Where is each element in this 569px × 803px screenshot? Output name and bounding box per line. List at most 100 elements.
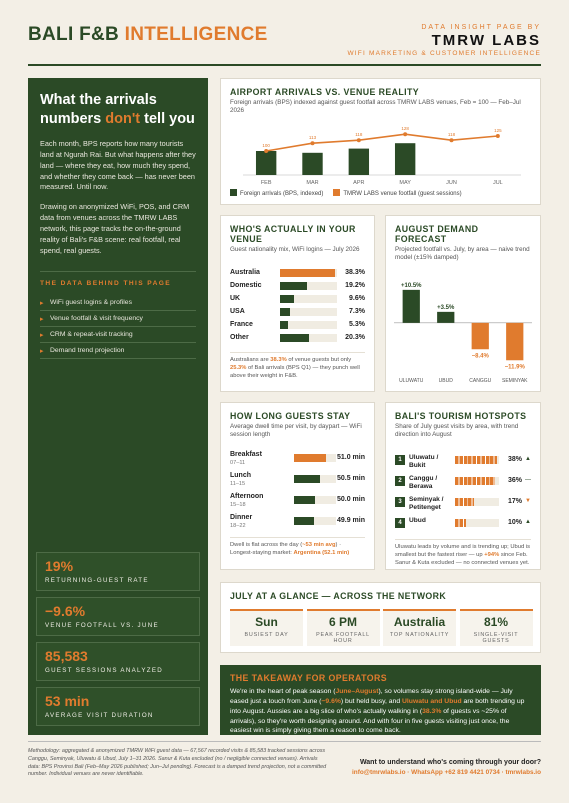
bar-track [280, 295, 337, 303]
rank: 2 [395, 476, 405, 486]
highlight: 38.3% [270, 357, 287, 363]
stat-value: 53 min [45, 693, 90, 709]
stat-box: 19% RETURNING-GUEST RATE [36, 552, 200, 591]
row: Breakfast 07–11 51.0 min [230, 451, 365, 470]
card-title: THE TAKEAWAY FOR OPERATORS [230, 673, 388, 683]
bar [294, 496, 315, 504]
point [310, 141, 315, 146]
row-label: Other [230, 334, 249, 341]
bar [402, 289, 420, 323]
bar [302, 152, 323, 175]
stat-label: VENUE FOOTFALL VS. JUNE [45, 622, 159, 629]
rank: 4 [395, 518, 405, 528]
bar-track [294, 454, 336, 462]
trend: — [525, 477, 531, 483]
paragraph: Drawing on anonymized WiFi, POS, and CRM… [40, 202, 190, 256]
text-run: are both trending up into August. Aussie… [230, 697, 525, 715]
text-run: of Bali arrivals (BPS Q1) — they punch w… [230, 364, 360, 379]
trend: ▼ [525, 498, 531, 504]
stat-box: −9.6% VENUE FOOTFALL VS. JUNE [36, 597, 200, 636]
text-run: ) but held busy, and [340, 697, 402, 705]
byline: DATA INSIGHT PAGE BY [421, 24, 541, 31]
highlight: Uluwatu and Ubud [402, 697, 462, 705]
bar [471, 322, 489, 350]
row-label: Domestic [230, 282, 262, 289]
card-title: WHO'S ACTUALLY IN YOUR VENUE [230, 224, 356, 245]
value-label: 5.3% [349, 321, 365, 328]
sidebar: What the arrivals numbers don't tell you… [28, 78, 208, 735]
card-subtitle: Guest nationality mix, WiFi logins — Jul… [230, 246, 360, 254]
value-label: 50.5 min [336, 475, 365, 482]
tile-label: SINGLE-VISIT GUESTS [473, 632, 519, 645]
bar [437, 311, 455, 323]
bar [348, 148, 370, 175]
text-run: ) · Longest-staying market: [230, 542, 342, 556]
bar-track [280, 321, 337, 329]
value-label: 19.2% [345, 282, 365, 289]
source-list: WiFi guest logins & profilesVenue footfa… [40, 295, 196, 360]
card-subtitle: Average dwell time per visit, by daypart… [230, 423, 362, 439]
stat-value: 85,583 [45, 648, 88, 664]
row-label: Ubud [409, 517, 426, 524]
row-label: Breakfast [230, 451, 262, 458]
stat-label: GUEST SESSIONS ANALYZED [45, 667, 164, 674]
page-title: BALI F&B INTELLIGENCE [28, 24, 268, 46]
list-item: CRM & repeat-visit tracking [40, 327, 196, 344]
row: Australia 38.3% [230, 268, 365, 279]
text-run: Australians are [230, 357, 271, 363]
x-tick-label: FEB [261, 180, 272, 186]
bar-track [455, 477, 499, 485]
x-tick-label: ULUWATU [399, 378, 424, 384]
airport-card: AIRPORT ARRIVALS VS. VENUE REALITY Forei… [220, 78, 541, 205]
card-title: HOW LONG GUESTS STAY [230, 411, 351, 421]
value-label: 20.3% [345, 334, 365, 341]
list-item: Demand trend projection [40, 343, 196, 360]
value-label: 50.0 min [336, 496, 365, 503]
tile: 81% SINGLE-VISIT GUESTS [459, 609, 533, 646]
row-label: Seminyak / Petitenget [409, 496, 444, 511]
text-run: Uluwatu leads by volume and is trending … [395, 544, 531, 558]
tile-label: TOP NATIONALITY [389, 632, 450, 638]
value-label: 7.3% [349, 308, 365, 315]
bar [280, 282, 308, 290]
bar [394, 143, 416, 175]
tile-value: 6 PM [328, 615, 357, 629]
bar [455, 498, 474, 506]
card-title: JULY AT A GLANCE — ACROSS THE NETWORK [230, 591, 447, 601]
list-title: THE DATA BEHIND THIS PAGE [40, 271, 196, 287]
bar [280, 269, 335, 277]
text-run: We're in the heart of peak season ( [230, 688, 336, 696]
row: France 5.3% [230, 320, 365, 331]
tagline: WIFI MARKETING & CUSTOMER INTELLIGENCE [347, 50, 541, 57]
point-label: 100 [262, 143, 270, 148]
highlight: 38.3% [422, 707, 442, 715]
card-note: Dwell is flat across the day (~53 min av… [230, 537, 365, 558]
x-tick-label: SEMINYAK [502, 378, 528, 384]
legend-swatch [230, 189, 237, 196]
bar-track [455, 498, 499, 506]
row-sublabel: 18–22 [230, 523, 246, 529]
stat-value: 19% [45, 558, 74, 574]
value-label: 51.0 min [336, 454, 365, 461]
value-label: −11.9% [505, 364, 526, 370]
row-label: France [230, 321, 253, 328]
card-subtitle: Projected footfall vs. July, by area — n… [395, 246, 530, 262]
row: 3 Seminyak / Petitenget 17% ▼ [395, 495, 531, 514]
text-run: Dwell is flat across the day ( [230, 542, 303, 548]
stat-box: 85,583 GUEST SESSIONS ANALYZED [36, 642, 200, 681]
rank: 1 [395, 455, 405, 465]
highlight: June–August [335, 688, 379, 696]
trend: ▲ [525, 456, 531, 462]
card-note: Australians are 38.3% of venue guests bu… [230, 352, 365, 380]
value-label: −8.4% [472, 353, 490, 359]
x-tick-label: CANGGU [469, 378, 491, 384]
bar-track [280, 282, 337, 290]
bar-track [455, 456, 499, 464]
text-run: of guests vs ~25% of arrivals), so they'… [230, 707, 510, 735]
point-label: 128 [401, 126, 409, 131]
row: 2 Canggu / Berawa 36% — [395, 474, 531, 493]
tile: 6 PM PEAK FOOTFALL HOUR [306, 609, 380, 646]
x-tick-label: JUL [493, 180, 503, 186]
legend-label: TMRW LABS venue footfall (guest sessions… [343, 191, 462, 197]
